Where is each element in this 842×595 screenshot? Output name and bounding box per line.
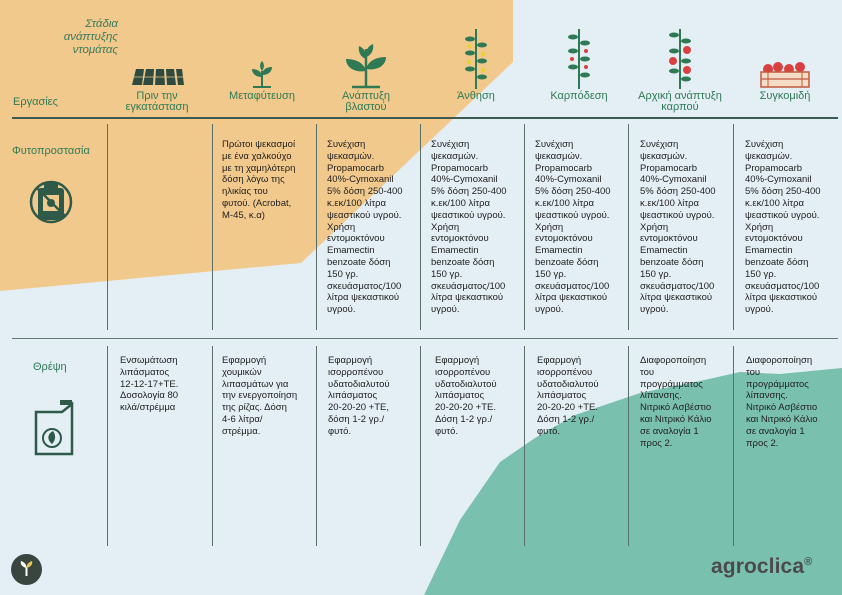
- fruit-set-plant-icon: [527, 29, 631, 89]
- cell-protection-shoot: Συνέχιση ψεκασμών. Propamocarb 40%-Cymox…: [327, 139, 403, 316]
- column-divider: [733, 124, 734, 330]
- stage-label: Πριν την εγκατάσταση: [125, 90, 189, 113]
- stages-title: Στάδια ανάπτυξης ντομάτας: [63, 18, 118, 56]
- stage-label: Άνθηση: [457, 90, 495, 102]
- cell-nutrition-shoot: Εφαρμογή ισορροπένου υδατοδιαλυτού λιπάσ…: [328, 355, 390, 437]
- cell-nutrition-transplant: Εφαρμογή χουμικών λιπασμάτων για την ενε…: [222, 355, 298, 437]
- header-divider: [12, 117, 838, 119]
- cell-protection-harvest: Συνέχιση ψεκασμών. Propamocarb 40%-Cymox…: [745, 139, 821, 316]
- cell-protection-fruit-growth: Συνέχιση ψεκασμών. Propamocarb 40%-Cymox…: [640, 139, 716, 316]
- brand-logo: agroclica®: [711, 555, 812, 579]
- stage-label: Μεταφύτευση: [229, 90, 295, 102]
- column-divider: [420, 124, 421, 330]
- fruiting-plant-icon: [628, 29, 732, 89]
- column-divider: [524, 124, 525, 330]
- stage-before-install: Πριν την εγκατάσταση: [105, 35, 209, 113]
- column-divider: [420, 346, 421, 546]
- column-divider: [316, 124, 317, 330]
- column-divider: [628, 346, 629, 546]
- stage-initial-fruit-growth: Αρχική ανάπτυξη καρπού: [628, 29, 732, 113]
- brand-badge-icon: [11, 554, 42, 585]
- seedling-tray-icon: [105, 35, 209, 89]
- cell-nutrition-flowering: Εφαρμογή ισορροπένου υδατοδιαλυτού λιπάσ…: [435, 355, 497, 437]
- row-divider: [12, 338, 838, 339]
- flowering-plant-icon: [424, 29, 528, 89]
- column-divider: [316, 346, 317, 546]
- cell-protection-transplant: Πρώτοι ψεκασμοί με ένα χαλκούχο με τη χα…: [222, 139, 296, 221]
- teal-shape: [424, 368, 842, 595]
- stage-label: Ανάπτυξη βλαστού: [342, 90, 390, 113]
- column-divider: [107, 124, 108, 330]
- column-divider: [212, 124, 213, 330]
- column-divider: [628, 124, 629, 330]
- cell-nutrition-harvest: Διαφοροποίηση του προγράμματος λίπανσης.…: [746, 355, 818, 449]
- row-label-crop-protection: Φυτοπροστασία: [12, 145, 90, 157]
- registered-mark: ®: [804, 556, 813, 568]
- pesticide-bottle-icon: [29, 180, 73, 224]
- tasks-label: Εργασίες: [13, 96, 58, 108]
- stage-flowering: Άνθηση: [424, 29, 528, 102]
- stage-harvest: Συγκομιδή: [733, 35, 837, 102]
- column-divider: [212, 346, 213, 546]
- stage-fruit-set: Καρπόδεση: [527, 29, 631, 102]
- sand-shape: [0, 0, 513, 291]
- column-divider: [733, 346, 734, 546]
- column-divider: [524, 346, 525, 546]
- stage-label: Αρχική ανάπτυξη καρπού: [638, 90, 722, 113]
- cell-nutrition-fruit-growth: Διαφοροποίηση του προγράμματος λίπανσης.…: [640, 355, 712, 449]
- stage-shoot-growth: Ανάπτυξη βλαστού: [314, 35, 418, 113]
- cell-protection-flowering: Συνέχιση ψεκασμών. Propamocarb 40%-Cymox…: [431, 139, 507, 316]
- cell-nutrition-before: Ενσωμάτωση λιπάσματος 12-12-17+ΤΕ. Δοσολ…: [120, 355, 179, 414]
- stage-transplant: Μεταφύτευση: [210, 35, 314, 102]
- harvest-crate-icon: [733, 35, 837, 89]
- young-plant-icon: [314, 35, 418, 89]
- column-divider: [107, 346, 108, 546]
- row-label-nutrition: Θρέψη: [33, 361, 67, 373]
- brand-name: agroclica: [711, 555, 805, 578]
- cell-protection-fruit-set: Συνέχιση ψεκασμών. Propamocarb 40%-Cymox…: [535, 139, 611, 316]
- stage-label: Συγκομιδή: [759, 90, 811, 102]
- cell-nutrition-fruit-set: Εφαρμογή ισορροπένου υδατοδιαλυτού λιπάσ…: [537, 355, 599, 437]
- sprout-icon: [210, 35, 314, 89]
- stage-label: Καρπόδεση: [550, 90, 608, 102]
- fertilizer-can-icon: [34, 400, 74, 456]
